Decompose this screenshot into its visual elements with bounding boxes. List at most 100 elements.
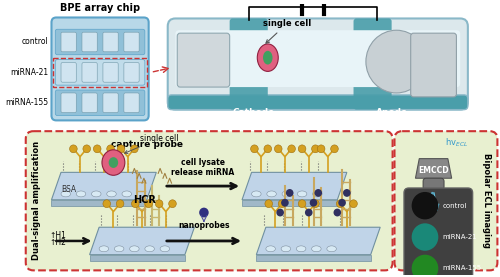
FancyBboxPatch shape — [82, 63, 97, 82]
Text: control: control — [22, 37, 48, 47]
Circle shape — [168, 200, 176, 208]
Circle shape — [83, 145, 90, 153]
Text: nanoprobes: nanoprobes — [178, 221, 230, 230]
Text: ↑H1: ↑H1 — [50, 230, 66, 240]
Ellipse shape — [267, 191, 276, 197]
Ellipse shape — [258, 44, 278, 71]
Circle shape — [314, 189, 322, 197]
Text: hv$_{ECL}$: hv$_{ECL}$ — [445, 137, 468, 149]
Ellipse shape — [102, 150, 125, 175]
Ellipse shape — [312, 246, 321, 252]
Ellipse shape — [263, 51, 272, 65]
Text: single cell: single cell — [124, 134, 178, 153]
Text: miRNA-21: miRNA-21 — [442, 234, 477, 240]
Circle shape — [288, 145, 296, 153]
FancyBboxPatch shape — [56, 90, 145, 116]
Polygon shape — [242, 172, 347, 200]
Ellipse shape — [122, 191, 132, 197]
FancyBboxPatch shape — [124, 93, 139, 112]
Circle shape — [336, 200, 344, 208]
FancyBboxPatch shape — [354, 19, 392, 110]
FancyBboxPatch shape — [26, 131, 392, 270]
Circle shape — [298, 145, 306, 153]
Circle shape — [310, 199, 318, 207]
Circle shape — [334, 209, 341, 216]
FancyBboxPatch shape — [61, 93, 76, 112]
Circle shape — [281, 199, 288, 207]
Ellipse shape — [298, 191, 307, 197]
Ellipse shape — [282, 191, 292, 197]
Circle shape — [274, 145, 282, 153]
Ellipse shape — [281, 246, 290, 252]
Circle shape — [199, 208, 208, 217]
Ellipse shape — [92, 191, 101, 197]
Text: cell lysate
release miRNA: cell lysate release miRNA — [172, 158, 234, 177]
FancyBboxPatch shape — [404, 188, 472, 277]
Polygon shape — [256, 255, 370, 261]
Polygon shape — [242, 200, 338, 206]
Circle shape — [106, 145, 114, 153]
FancyBboxPatch shape — [103, 93, 118, 112]
FancyBboxPatch shape — [103, 63, 118, 82]
FancyBboxPatch shape — [410, 33, 457, 97]
FancyBboxPatch shape — [176, 30, 460, 87]
Text: ↑H2: ↑H2 — [50, 238, 66, 247]
Text: Anode: Anode — [376, 108, 408, 117]
Text: miRNA-155: miRNA-155 — [6, 98, 48, 107]
Text: BSA: BSA — [61, 186, 76, 194]
Ellipse shape — [252, 191, 261, 197]
FancyBboxPatch shape — [103, 32, 118, 52]
Polygon shape — [90, 227, 194, 255]
Ellipse shape — [145, 246, 154, 252]
Circle shape — [70, 145, 77, 153]
Circle shape — [132, 200, 139, 208]
FancyBboxPatch shape — [423, 178, 444, 190]
Circle shape — [330, 145, 338, 153]
Ellipse shape — [130, 246, 139, 252]
Circle shape — [145, 200, 152, 208]
Text: Cathode: Cathode — [232, 108, 274, 117]
Text: single cell: single cell — [262, 19, 311, 43]
Ellipse shape — [99, 246, 108, 252]
Circle shape — [312, 200, 319, 208]
Ellipse shape — [106, 191, 117, 197]
Circle shape — [94, 145, 101, 153]
FancyBboxPatch shape — [124, 32, 139, 52]
Circle shape — [250, 145, 258, 153]
Polygon shape — [90, 255, 185, 261]
Ellipse shape — [114, 246, 124, 252]
Circle shape — [312, 145, 319, 153]
Circle shape — [412, 192, 438, 219]
Circle shape — [265, 200, 272, 208]
Text: BPE array chip: BPE array chip — [60, 2, 140, 12]
Circle shape — [412, 223, 438, 251]
FancyBboxPatch shape — [82, 32, 97, 52]
Ellipse shape — [108, 157, 118, 168]
Text: capture probe: capture probe — [111, 140, 183, 149]
Ellipse shape — [160, 246, 170, 252]
FancyBboxPatch shape — [124, 63, 139, 82]
FancyBboxPatch shape — [168, 95, 468, 110]
Circle shape — [338, 199, 346, 207]
Circle shape — [305, 209, 312, 216]
Ellipse shape — [61, 191, 70, 197]
Circle shape — [117, 145, 125, 153]
Circle shape — [130, 145, 138, 153]
FancyBboxPatch shape — [178, 33, 230, 87]
Ellipse shape — [296, 246, 306, 252]
FancyBboxPatch shape — [56, 60, 145, 85]
FancyBboxPatch shape — [82, 93, 97, 112]
FancyBboxPatch shape — [52, 17, 148, 120]
FancyBboxPatch shape — [394, 131, 498, 270]
Circle shape — [412, 255, 438, 277]
Circle shape — [103, 200, 110, 208]
Text: miRNA-21: miRNA-21 — [10, 68, 48, 77]
FancyBboxPatch shape — [230, 19, 268, 110]
Text: EMCCD: EMCCD — [418, 166, 449, 175]
Ellipse shape — [76, 191, 86, 197]
Text: HCR: HCR — [134, 195, 156, 205]
Circle shape — [350, 200, 358, 208]
Text: control: control — [442, 203, 466, 209]
Circle shape — [298, 200, 306, 208]
Circle shape — [264, 145, 272, 153]
